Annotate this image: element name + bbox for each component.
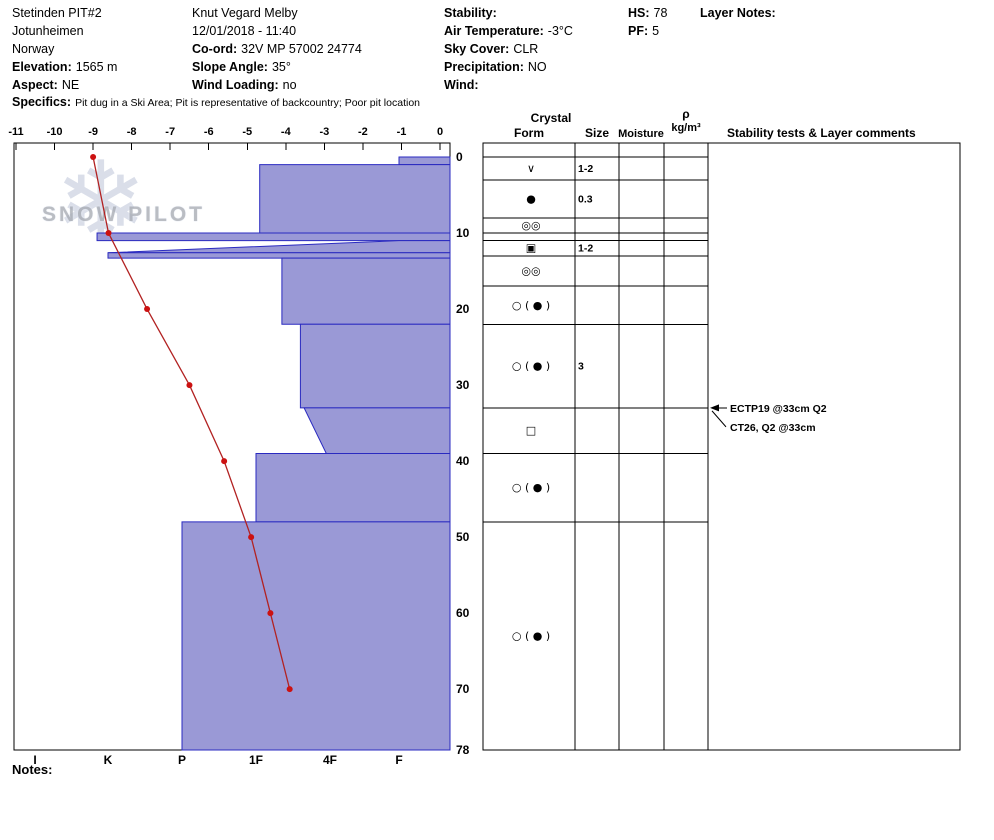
svg-text:○ ( ● ): ○ ( ● )	[512, 299, 550, 312]
svg-text:◎◎: ◎◎	[521, 219, 540, 232]
svg-text:∨: ∨	[527, 162, 535, 175]
svg-text:3: 3	[578, 361, 584, 373]
svg-text:K: K	[104, 753, 113, 767]
svg-text:ρ: ρ	[682, 107, 689, 121]
svg-text:60: 60	[456, 606, 470, 620]
svg-text:-7: -7	[165, 126, 175, 138]
svg-text:40: 40	[456, 454, 470, 468]
svg-text:Crystal: Crystal	[531, 111, 572, 125]
svg-text:1-2: 1-2	[578, 163, 593, 175]
snowflake-icon: ❄	[54, 138, 148, 268]
svg-text:1F: 1F	[249, 753, 263, 767]
svg-text:○ ( ● ): ○ ( ● )	[512, 629, 550, 642]
pit-name: Stetinden PIT#2	[12, 6, 102, 20]
watermark-text: SNOW PILOT	[42, 203, 205, 226]
sky-cover: Sky Cover: CLR	[444, 42, 539, 56]
svg-text:0: 0	[456, 150, 463, 164]
svg-text:I: I	[33, 753, 36, 767]
svg-text:0: 0	[437, 126, 443, 138]
header-col-conditions: Stability: Air Temperature: -3°C Sky Cove…	[444, 4, 573, 94]
svg-text:F: F	[395, 753, 402, 767]
svg-text:Stability tests & Layer commen: Stability tests & Layer comments	[727, 126, 916, 140]
header-col-location: Stetinden PIT#2 Jotunheimen Norway Eleva…	[12, 4, 117, 94]
pf-total: PF: 5	[628, 24, 660, 38]
air-temperature: Air Temperature: -3°C	[444, 24, 573, 38]
svg-text:Form: Form	[514, 126, 544, 140]
svg-text:P: P	[178, 753, 186, 767]
svg-text:-8: -8	[127, 126, 137, 138]
svg-text:50: 50	[456, 530, 470, 544]
region: Jotunheimen	[12, 24, 84, 38]
wind: Wind:	[444, 78, 479, 92]
svg-text:○ ( ● ): ○ ( ● )	[512, 481, 550, 494]
observer-name: Knut Vegard Melby	[192, 6, 298, 20]
svg-text:-1: -1	[397, 126, 407, 138]
precipitation: Precipitation: NO	[444, 60, 547, 74]
svg-text:-3: -3	[319, 126, 329, 138]
header-col-observer: Knut Vegard Melby 12/01/2018 - 11:40 Co-…	[192, 4, 362, 94]
svg-text:-4: -4	[281, 126, 292, 138]
svg-text:4F: 4F	[323, 753, 337, 767]
notes-label: Notes:	[12, 762, 53, 777]
svg-text:-5: -5	[242, 126, 252, 138]
svg-text:▣: ▣	[526, 242, 536, 255]
wind-loading: Wind Loading: no	[192, 78, 297, 92]
svg-text:-10: -10	[47, 126, 63, 138]
slope-angle: Slope Angle: 35°	[192, 60, 291, 74]
country: Norway	[12, 42, 55, 56]
svg-text:□: □	[526, 424, 536, 437]
svg-text:-2: -2	[358, 126, 368, 138]
svg-text:10: 10	[456, 226, 470, 240]
svg-text:○ ( ● ): ○ ( ● )	[512, 360, 550, 373]
header-col-totals: HS: 78 PF: 5	[628, 4, 667, 40]
aspect: Aspect: NE	[12, 78, 80, 92]
svg-text:ECTP19 @33cm Q2: ECTP19 @33cm Q2	[730, 403, 827, 415]
svg-text:70: 70	[456, 682, 470, 696]
svg-text:Moisture: Moisture	[618, 128, 664, 140]
svg-text:-6: -6	[204, 126, 214, 138]
coordinates: Co-ord: 32V MP 57002 24774	[192, 42, 362, 56]
svg-text:Size: Size	[585, 126, 609, 140]
layer-notes-label: Layer Notes:	[700, 6, 776, 20]
svg-text:CT26, Q2 @33cm: CT26, Q2 @33cm	[730, 422, 816, 434]
svg-text:●: ●	[526, 192, 536, 205]
svg-text:◎◎: ◎◎	[521, 265, 540, 278]
stability: Stability:	[444, 6, 497, 20]
svg-text:1-2: 1-2	[578, 243, 593, 255]
hs-total: HS: 78	[628, 6, 668, 20]
svg-text:30: 30	[456, 378, 470, 392]
snowpilot-watermark: ❄ SNOW PILOT	[36, 138, 236, 288]
specifics: Specifics: Pit dug in a Ski Area; Pit is …	[12, 95, 420, 109]
svg-text:-11: -11	[8, 126, 23, 138]
elevation: Elevation: 1565 m	[12, 60, 118, 74]
svg-text:kg/m³: kg/m³	[671, 122, 701, 134]
svg-text:78: 78	[456, 743, 470, 757]
svg-text:20: 20	[456, 302, 470, 316]
header-col-layer-notes: Layer Notes:	[700, 4, 780, 22]
date-time: 12/01/2018 - 11:40	[192, 24, 297, 38]
svg-text:0.3: 0.3	[578, 193, 593, 205]
svg-text:-9: -9	[88, 126, 98, 138]
